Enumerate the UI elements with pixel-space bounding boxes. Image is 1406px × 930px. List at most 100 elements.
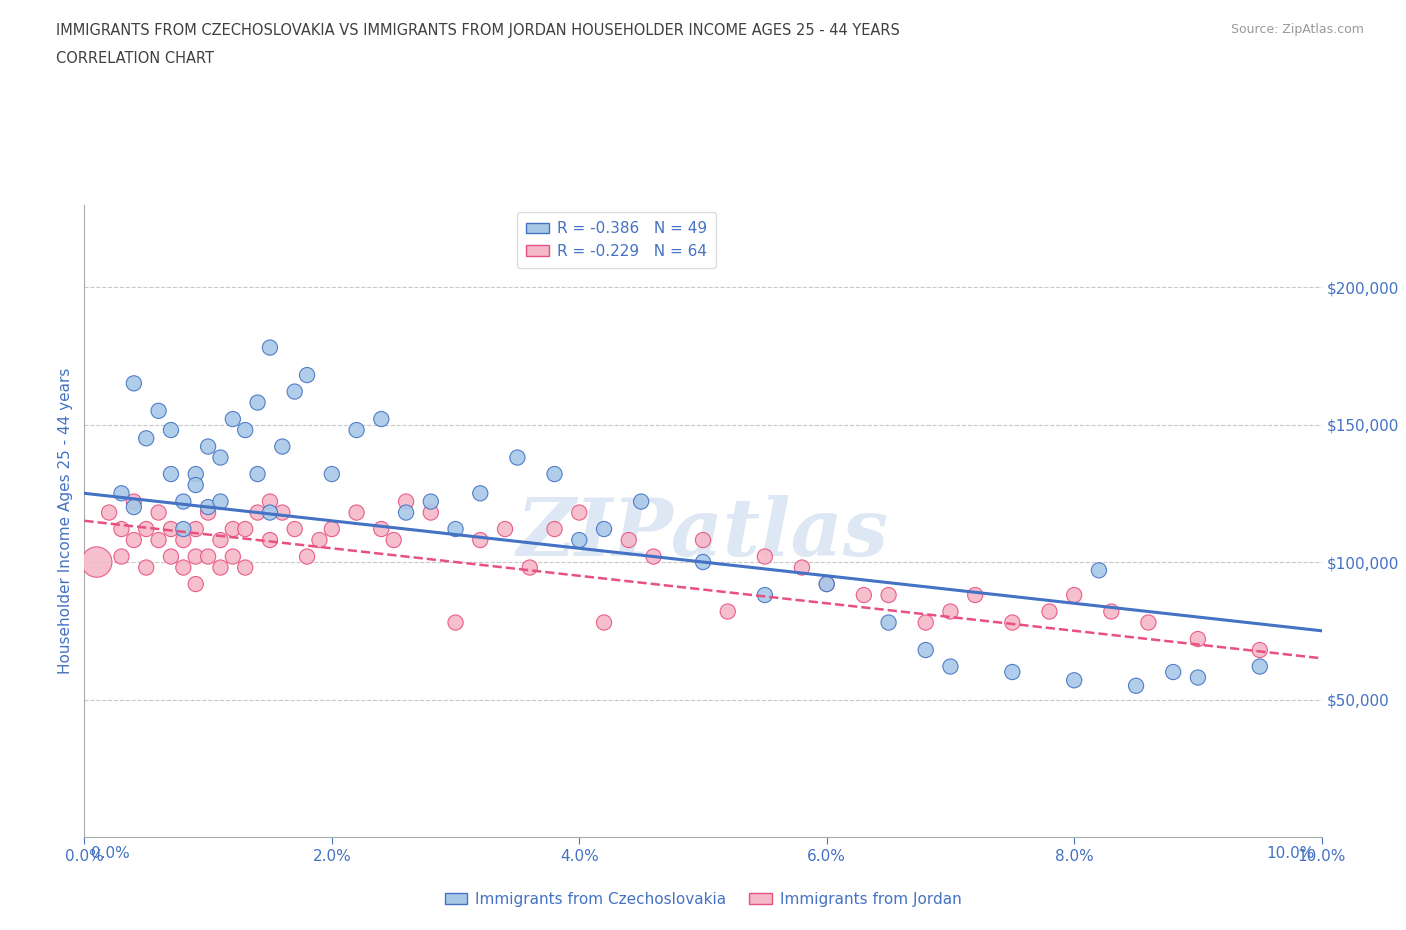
Point <box>110 549 132 564</box>
Y-axis label: Householder Income Ages 25 - 44 years: Householder Income Ages 25 - 44 years <box>58 367 73 674</box>
Point <box>877 615 900 630</box>
Point <box>593 615 616 630</box>
Point <box>643 549 665 564</box>
Point <box>470 533 492 548</box>
Point <box>135 560 157 575</box>
Point <box>308 533 330 548</box>
Point <box>259 505 281 520</box>
Point <box>160 467 183 482</box>
Point <box>939 659 962 674</box>
Point <box>444 615 467 630</box>
Point <box>1088 563 1111 578</box>
Point <box>122 376 145 391</box>
Point <box>321 467 343 482</box>
Point <box>754 588 776 603</box>
Point <box>233 522 256 537</box>
Point <box>382 533 405 548</box>
Point <box>346 505 368 520</box>
Point <box>222 522 245 537</box>
Point <box>692 533 714 548</box>
Point <box>1187 631 1209 646</box>
Point <box>209 494 232 509</box>
Point <box>717 604 740 619</box>
Point <box>754 549 776 564</box>
Point <box>1063 588 1085 603</box>
Point <box>184 577 207 591</box>
Point <box>160 522 183 537</box>
Point <box>519 560 541 575</box>
Point <box>284 522 307 537</box>
Point <box>692 554 714 569</box>
Point <box>815 577 838 591</box>
Point <box>630 494 652 509</box>
Point <box>246 505 269 520</box>
Point <box>259 494 281 509</box>
Point <box>790 560 813 575</box>
Point <box>172 533 194 548</box>
Point <box>506 450 529 465</box>
Point <box>86 554 108 569</box>
Point <box>914 615 936 630</box>
Point <box>209 533 232 548</box>
Point <box>1137 615 1160 630</box>
Point <box>110 485 132 500</box>
Point <box>914 643 936 658</box>
Legend: R = -0.386   N = 49, R = -0.229   N = 64: R = -0.386 N = 49, R = -0.229 N = 64 <box>517 212 716 268</box>
Point <box>877 588 900 603</box>
Point <box>172 560 194 575</box>
Text: ZIPatlas: ZIPatlas <box>517 495 889 572</box>
Point <box>593 522 616 537</box>
Point <box>222 412 245 427</box>
Point <box>1099 604 1122 619</box>
Point <box>543 467 565 482</box>
Point <box>246 395 269 410</box>
Point <box>1249 659 1271 674</box>
Point <box>160 549 183 564</box>
Point <box>160 422 183 437</box>
Point <box>395 505 418 520</box>
Point <box>197 549 219 564</box>
Point <box>271 439 294 454</box>
Point <box>135 431 157 445</box>
Point <box>444 522 467 537</box>
Point <box>617 533 640 548</box>
Point <box>209 450 232 465</box>
Point <box>110 522 132 537</box>
Point <box>470 485 492 500</box>
Point <box>184 522 207 537</box>
Point <box>122 533 145 548</box>
Point <box>184 549 207 564</box>
Point <box>98 505 121 520</box>
Point <box>815 577 838 591</box>
Point <box>209 560 232 575</box>
Point <box>172 494 194 509</box>
Point <box>1187 671 1209 685</box>
Point <box>172 522 194 537</box>
Text: 0.0%: 0.0% <box>91 846 131 861</box>
Point <box>197 439 219 454</box>
Point <box>1001 665 1024 680</box>
Point <box>284 384 307 399</box>
Point <box>148 533 170 548</box>
Point <box>233 560 256 575</box>
Text: 10.0%: 10.0% <box>1267 846 1315 861</box>
Point <box>295 367 318 382</box>
Point <box>939 604 962 619</box>
Point <box>184 467 207 482</box>
Point <box>419 505 441 520</box>
Point <box>370 522 392 537</box>
Point <box>135 522 157 537</box>
Legend: Immigrants from Czechoslovakia, Immigrants from Jordan: Immigrants from Czechoslovakia, Immigran… <box>439 886 967 913</box>
Point <box>184 478 207 493</box>
Point <box>568 533 591 548</box>
Point <box>295 549 318 564</box>
Point <box>1161 665 1184 680</box>
Text: CORRELATION CHART: CORRELATION CHART <box>56 51 214 66</box>
Point <box>233 422 256 437</box>
Point <box>222 549 245 564</box>
Point <box>852 588 875 603</box>
Point <box>1125 678 1147 693</box>
Point <box>1063 672 1085 687</box>
Point <box>246 467 269 482</box>
Point <box>346 422 368 437</box>
